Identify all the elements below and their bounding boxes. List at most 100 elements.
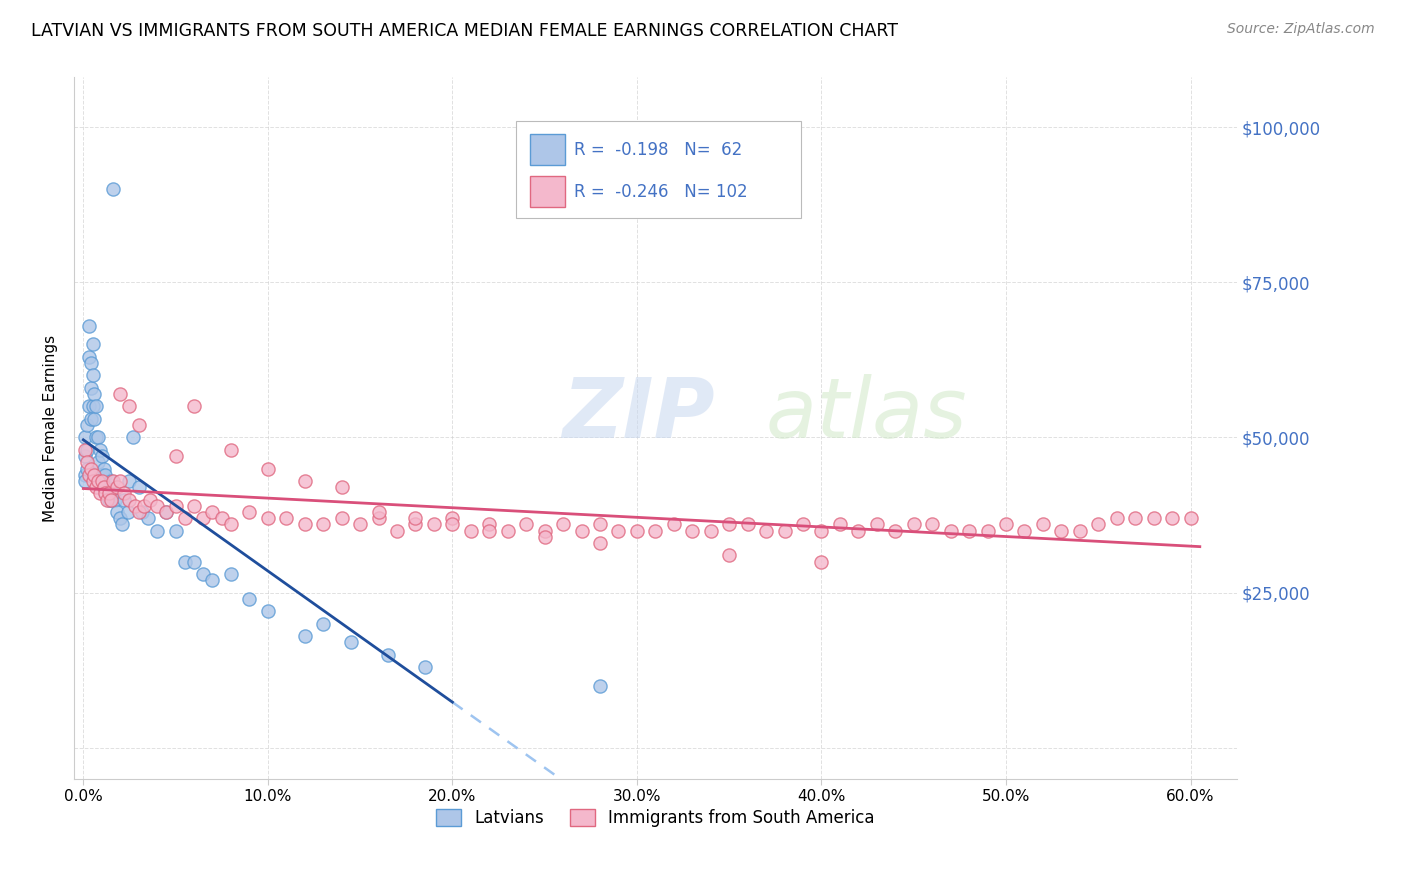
- Point: [117, 505, 139, 519]
- Point: [681, 524, 703, 538]
- Point: [100, 474, 122, 488]
- Point: [87, 455, 110, 469]
- Point: [441, 511, 464, 525]
- Point: [238, 591, 260, 606]
- Point: [110, 387, 132, 401]
- Point: [294, 629, 316, 643]
- Point: [183, 400, 205, 414]
- Point: [405, 511, 427, 525]
- FancyBboxPatch shape: [530, 176, 565, 207]
- Point: [294, 517, 316, 532]
- Point: [83, 387, 105, 401]
- Point: [340, 635, 363, 649]
- Point: [155, 505, 177, 519]
- FancyBboxPatch shape: [530, 134, 565, 165]
- Point: [110, 511, 132, 525]
- Point: [75, 474, 97, 488]
- Point: [460, 524, 482, 538]
- Point: [257, 604, 280, 618]
- Point: [83, 412, 105, 426]
- Point: [1123, 511, 1146, 525]
- Point: [183, 555, 205, 569]
- Point: [110, 474, 132, 488]
- Point: [112, 492, 135, 507]
- Point: [1087, 517, 1109, 532]
- Point: [112, 486, 135, 500]
- Point: [105, 480, 128, 494]
- Point: [89, 486, 111, 500]
- Point: [111, 517, 134, 532]
- Point: [718, 517, 741, 532]
- Point: [100, 492, 122, 507]
- Point: [644, 524, 666, 538]
- Point: [173, 555, 195, 569]
- Point: [238, 505, 260, 519]
- Point: [101, 182, 124, 196]
- Point: [165, 499, 187, 513]
- Point: [146, 499, 169, 513]
- Point: [607, 524, 630, 538]
- Point: [165, 524, 187, 538]
- Point: [367, 505, 389, 519]
- Point: [866, 517, 889, 532]
- Point: [146, 524, 169, 538]
- Point: [349, 517, 371, 532]
- Point: [93, 461, 115, 475]
- Point: [76, 418, 98, 433]
- Point: [553, 517, 575, 532]
- Point: [718, 549, 741, 563]
- Point: [330, 480, 353, 494]
- Point: [219, 442, 242, 457]
- Point: [276, 511, 298, 525]
- Point: [93, 480, 115, 494]
- Point: [75, 442, 97, 457]
- Point: [219, 567, 242, 582]
- Text: Source: ZipAtlas.com: Source: ZipAtlas.com: [1227, 22, 1375, 37]
- Point: [312, 517, 335, 532]
- Point: [94, 467, 117, 482]
- Point: [173, 511, 195, 525]
- Point: [82, 337, 104, 351]
- Point: [700, 524, 723, 538]
- Point: [183, 499, 205, 513]
- Point: [995, 517, 1018, 532]
- Point: [75, 467, 97, 482]
- Point: [193, 511, 215, 525]
- Point: [478, 517, 501, 532]
- Point: [828, 517, 851, 532]
- Point: [441, 517, 464, 532]
- Text: LATVIAN VS IMMIGRANTS FROM SOUTH AMERICA MEDIAN FEMALE EARNINGS CORRELATION CHAR: LATVIAN VS IMMIGRANTS FROM SOUTH AMERICA…: [31, 22, 898, 40]
- Point: [131, 505, 153, 519]
- Point: [124, 499, 146, 513]
- Point: [257, 461, 280, 475]
- Point: [1105, 511, 1128, 525]
- Point: [90, 467, 112, 482]
- Point: [533, 524, 555, 538]
- Point: [98, 492, 121, 507]
- Point: [533, 530, 555, 544]
- Point: [87, 430, 110, 444]
- Point: [128, 505, 150, 519]
- Point: [98, 486, 121, 500]
- Point: [211, 511, 233, 525]
- Point: [405, 517, 427, 532]
- Point: [1050, 524, 1073, 538]
- Point: [810, 524, 832, 538]
- Point: [76, 455, 98, 469]
- Point: [294, 474, 316, 488]
- Point: [100, 492, 122, 507]
- Point: [104, 492, 127, 507]
- Point: [118, 492, 141, 507]
- Point: [82, 400, 104, 414]
- Point: [1180, 511, 1202, 525]
- Text: atlas: atlas: [766, 374, 967, 455]
- Point: [589, 517, 612, 532]
- Point: [136, 511, 159, 525]
- Point: [1014, 524, 1036, 538]
- Point: [77, 400, 100, 414]
- Point: [80, 412, 103, 426]
- Point: [848, 524, 870, 538]
- Point: [1032, 517, 1054, 532]
- Point: [792, 517, 814, 532]
- Point: [93, 480, 115, 494]
